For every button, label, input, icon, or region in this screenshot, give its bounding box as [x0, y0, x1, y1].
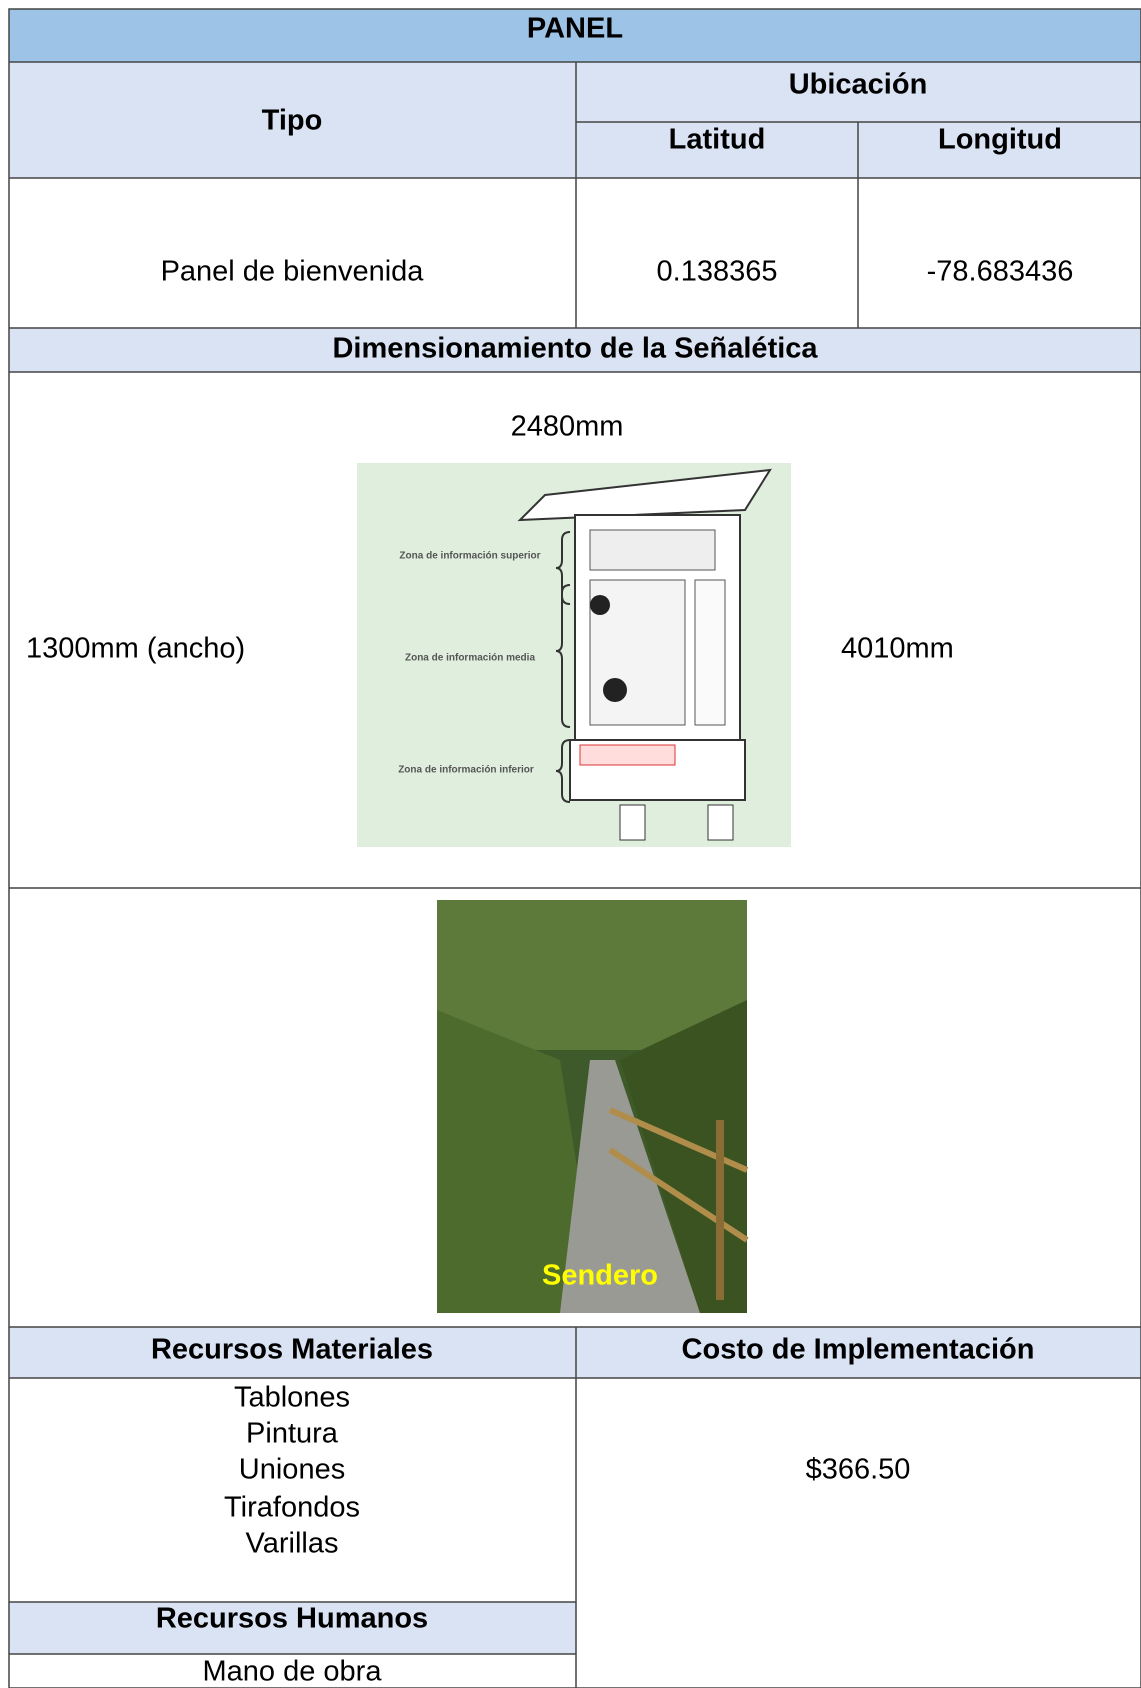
- photo-caption: Sendero: [542, 1260, 658, 1292]
- zone-label: Zona de información media: [405, 653, 535, 664]
- trail-photo: Sendero: [437, 900, 749, 1313]
- list-item: Pintura: [246, 1418, 339, 1450]
- column-header: Latitud: [669, 124, 766, 156]
- section-title: Recursos Humanos: [156, 1603, 428, 1635]
- title-bg: [9, 9, 1141, 62]
- dimension-label: 1300mm (ancho): [26, 633, 245, 665]
- cell: -78.683436: [927, 256, 1074, 288]
- section-title: Costo de Implementación: [682, 1334, 1035, 1366]
- cell: Panel de bienvenida: [161, 256, 425, 288]
- list-item: Varillas: [246, 1528, 339, 1560]
- column-header: Longitud: [938, 124, 1062, 156]
- list-item: Mano de obra: [203, 1656, 383, 1688]
- title: PANEL: [527, 13, 623, 45]
- dimension-label: 4010mm: [841, 633, 954, 665]
- cell: 0.138365: [657, 256, 778, 288]
- list-item: Uniones: [239, 1454, 345, 1486]
- zone-label: Zona de información inferior: [398, 765, 534, 776]
- section-bg: [9, 328, 1141, 372]
- section-bg: [9, 1602, 576, 1654]
- dimension-label: 2480mm: [511, 411, 624, 443]
- column-header: Ubicación: [789, 69, 928, 101]
- list-item: Tirafondos: [224, 1492, 360, 1524]
- section-title: Recursos Materiales: [151, 1334, 433, 1366]
- section-title: Dimensionamiento de la Señalética: [332, 333, 818, 365]
- cost: $366.50: [806, 1454, 911, 1486]
- table-borders: [8, 8, 1141, 1688]
- list-item: Tablones: [234, 1382, 350, 1414]
- zone-label: Zona de información superior: [399, 551, 540, 562]
- panel-diagram: Zona de información superior Zona de inf…: [357, 463, 791, 847]
- section-bg: [9, 1327, 1141, 1378]
- header-bg: [9, 62, 1141, 178]
- column-header: Tipo: [262, 105, 323, 137]
